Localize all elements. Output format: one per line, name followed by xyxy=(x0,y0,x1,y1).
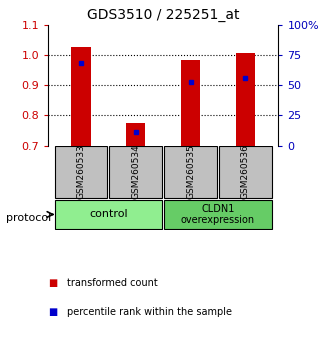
Bar xyxy=(164,145,217,198)
Bar xyxy=(126,123,145,145)
Bar xyxy=(55,200,162,229)
Text: protocol: protocol xyxy=(6,213,52,223)
Bar xyxy=(219,145,272,198)
Bar xyxy=(71,47,91,145)
Bar xyxy=(55,145,107,198)
Text: GSM260536: GSM260536 xyxy=(241,144,250,199)
Bar xyxy=(109,145,162,198)
Bar xyxy=(181,59,200,145)
Text: transformed count: transformed count xyxy=(67,278,158,288)
Text: ■: ■ xyxy=(48,278,57,288)
Title: GDS3510 / 225251_at: GDS3510 / 225251_at xyxy=(87,8,239,22)
Text: GSM260533: GSM260533 xyxy=(76,144,85,199)
Text: GSM260534: GSM260534 xyxy=(131,144,140,199)
Bar xyxy=(236,53,255,145)
Text: percentile rank within the sample: percentile rank within the sample xyxy=(67,307,232,316)
Text: control: control xyxy=(89,210,128,219)
Text: CLDN1
overexpression: CLDN1 overexpression xyxy=(181,204,255,225)
Bar xyxy=(164,200,272,229)
Text: GSM260535: GSM260535 xyxy=(186,144,195,199)
Text: ■: ■ xyxy=(48,307,57,316)
